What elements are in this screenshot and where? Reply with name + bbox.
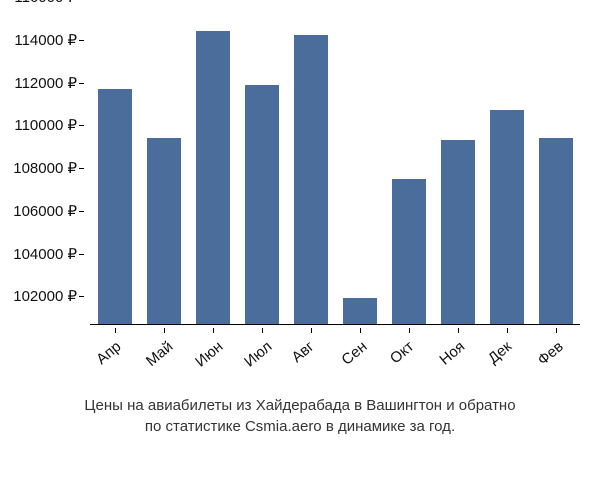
bar [490,110,524,324]
x-tick-mark [360,328,361,333]
bars-group [90,14,580,325]
x-tick-mark [507,328,508,333]
bar [294,35,328,324]
bar [196,31,230,324]
bar [392,179,426,324]
x-axis: Апр Май Июн Июл Авг Сен Окт Ноя Дек Фев [90,328,580,388]
chart-plot-area [90,15,580,325]
x-tick-label: Апр [93,338,124,368]
bar [441,140,475,324]
bar-slot [335,14,384,324]
bar [539,138,573,324]
y-tick-label: 114000 ₽ [14,31,77,49]
bar [343,298,377,324]
bar-slot [90,14,139,324]
x-tick-mark [115,328,116,333]
bar-slot [531,14,580,324]
bar-slot [384,14,433,324]
x-tick-label: Авг [288,338,317,366]
bar-slot [237,14,286,324]
bar-slot [139,14,188,324]
x-tick-label: Май [142,338,175,370]
y-tick-label: 106000 ₽ [13,202,77,220]
bar [147,138,181,324]
x-tick-mark [556,328,557,333]
y-tick-label: 110000 ₽ [14,116,77,134]
chart-caption-line1: Цены на авиабилеты из Хайдерабада в Ваши… [0,395,600,416]
bar [98,89,132,324]
y-tick-label: 102000 ₽ [13,287,77,305]
x-tick-label: Ноя [436,338,468,369]
y-axis: 102000 ₽ 104000 ₽ 106000 ₽ 108000 ₽ 110000 ₽… [0,15,85,325]
bar-slot [482,14,531,324]
x-tick-label: Окт [386,338,416,367]
x-tick-label: Дек [484,338,514,367]
x-tick-mark [262,328,263,333]
bar-slot [433,14,482,324]
y-tick-label: 112000 ₽ [14,74,77,92]
x-tick-mark [458,328,459,333]
chart-caption-line2: по статистике Csmia.aero в динамике за г… [0,416,600,437]
x-tick-mark [164,328,165,333]
x-tick-label: Сен [338,338,370,369]
x-tick-mark [311,328,312,333]
x-tick-mark [213,328,214,333]
x-tick-label: Июл [241,338,275,371]
x-tick-mark [409,328,410,333]
x-tick-label: Июн [192,338,226,371]
y-tick-label: 104000 ₽ [13,245,77,263]
bar-slot [188,14,237,324]
bar-slot [286,14,335,324]
bar [245,85,279,324]
y-tick-label: 116000 ₽ [14,0,77,6]
x-tick-label: Фев [534,338,566,369]
y-tick-label: 108000 ₽ [13,159,77,177]
